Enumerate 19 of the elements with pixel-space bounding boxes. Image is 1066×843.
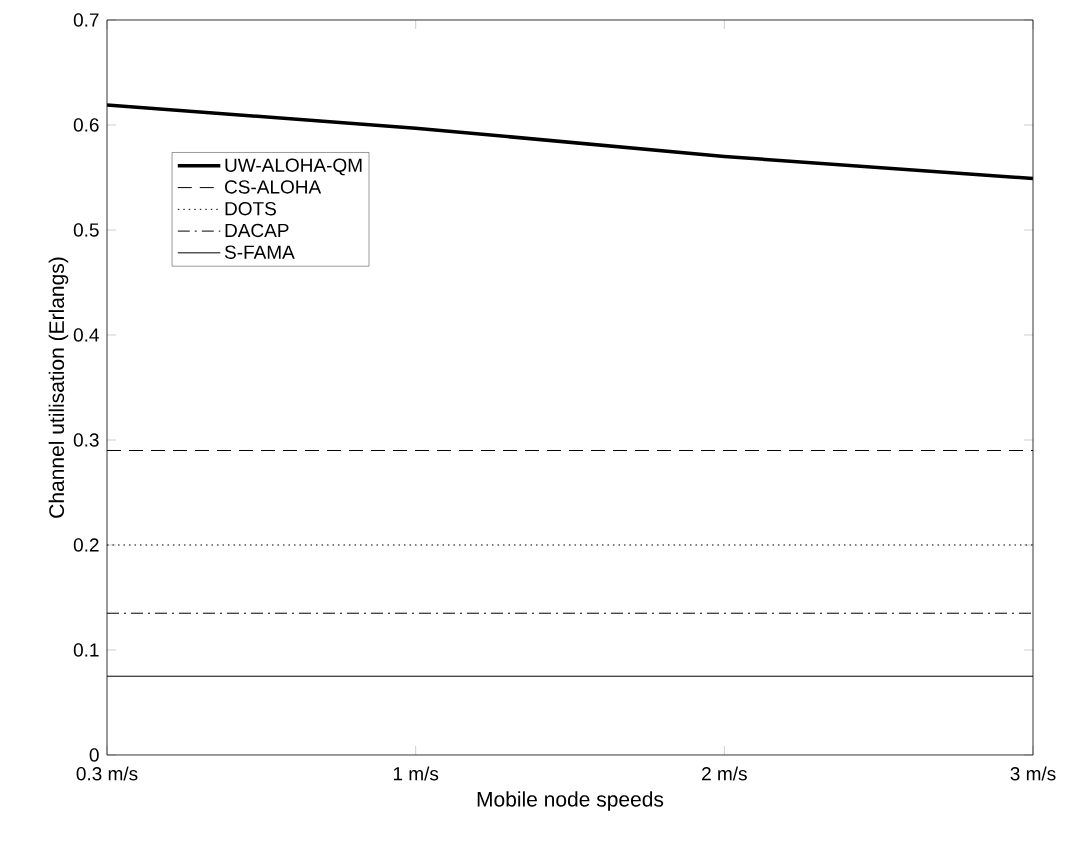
- y-tick-label: 0.6: [73, 118, 99, 132]
- x-tick-label: 0.3 m/s: [76, 766, 138, 781]
- y-tick-label: 0.5: [73, 223, 99, 237]
- y-axis-title: Channel utilisation (Erlangs): [48, 257, 69, 518]
- x-tick-label: 3 m/s: [1010, 766, 1056, 781]
- y-tick-label: 0.3: [73, 433, 99, 447]
- y-tick-label: 0.4: [73, 328, 99, 342]
- x-axis-title: Mobile node speeds: [477, 791, 664, 811]
- x-tick-label: 1 m/s: [393, 766, 439, 781]
- y-tick-label: 0: [89, 748, 99, 762]
- y-tick-label: 0.7: [73, 13, 99, 27]
- legend-label: UW-ALOHA-QM: [225, 158, 362, 176]
- y-tick-label: 0.1: [73, 643, 99, 657]
- x-tick-label: 2 m/s: [702, 766, 747, 781]
- legend-label: CS-ALOHA: [225, 180, 322, 194]
- y-tick-label: 0.2: [73, 538, 99, 552]
- legend-label: DACAP: [225, 223, 289, 238]
- legend-label: S-FAMA: [224, 245, 295, 259]
- legend-label: DOTS: [225, 201, 276, 216]
